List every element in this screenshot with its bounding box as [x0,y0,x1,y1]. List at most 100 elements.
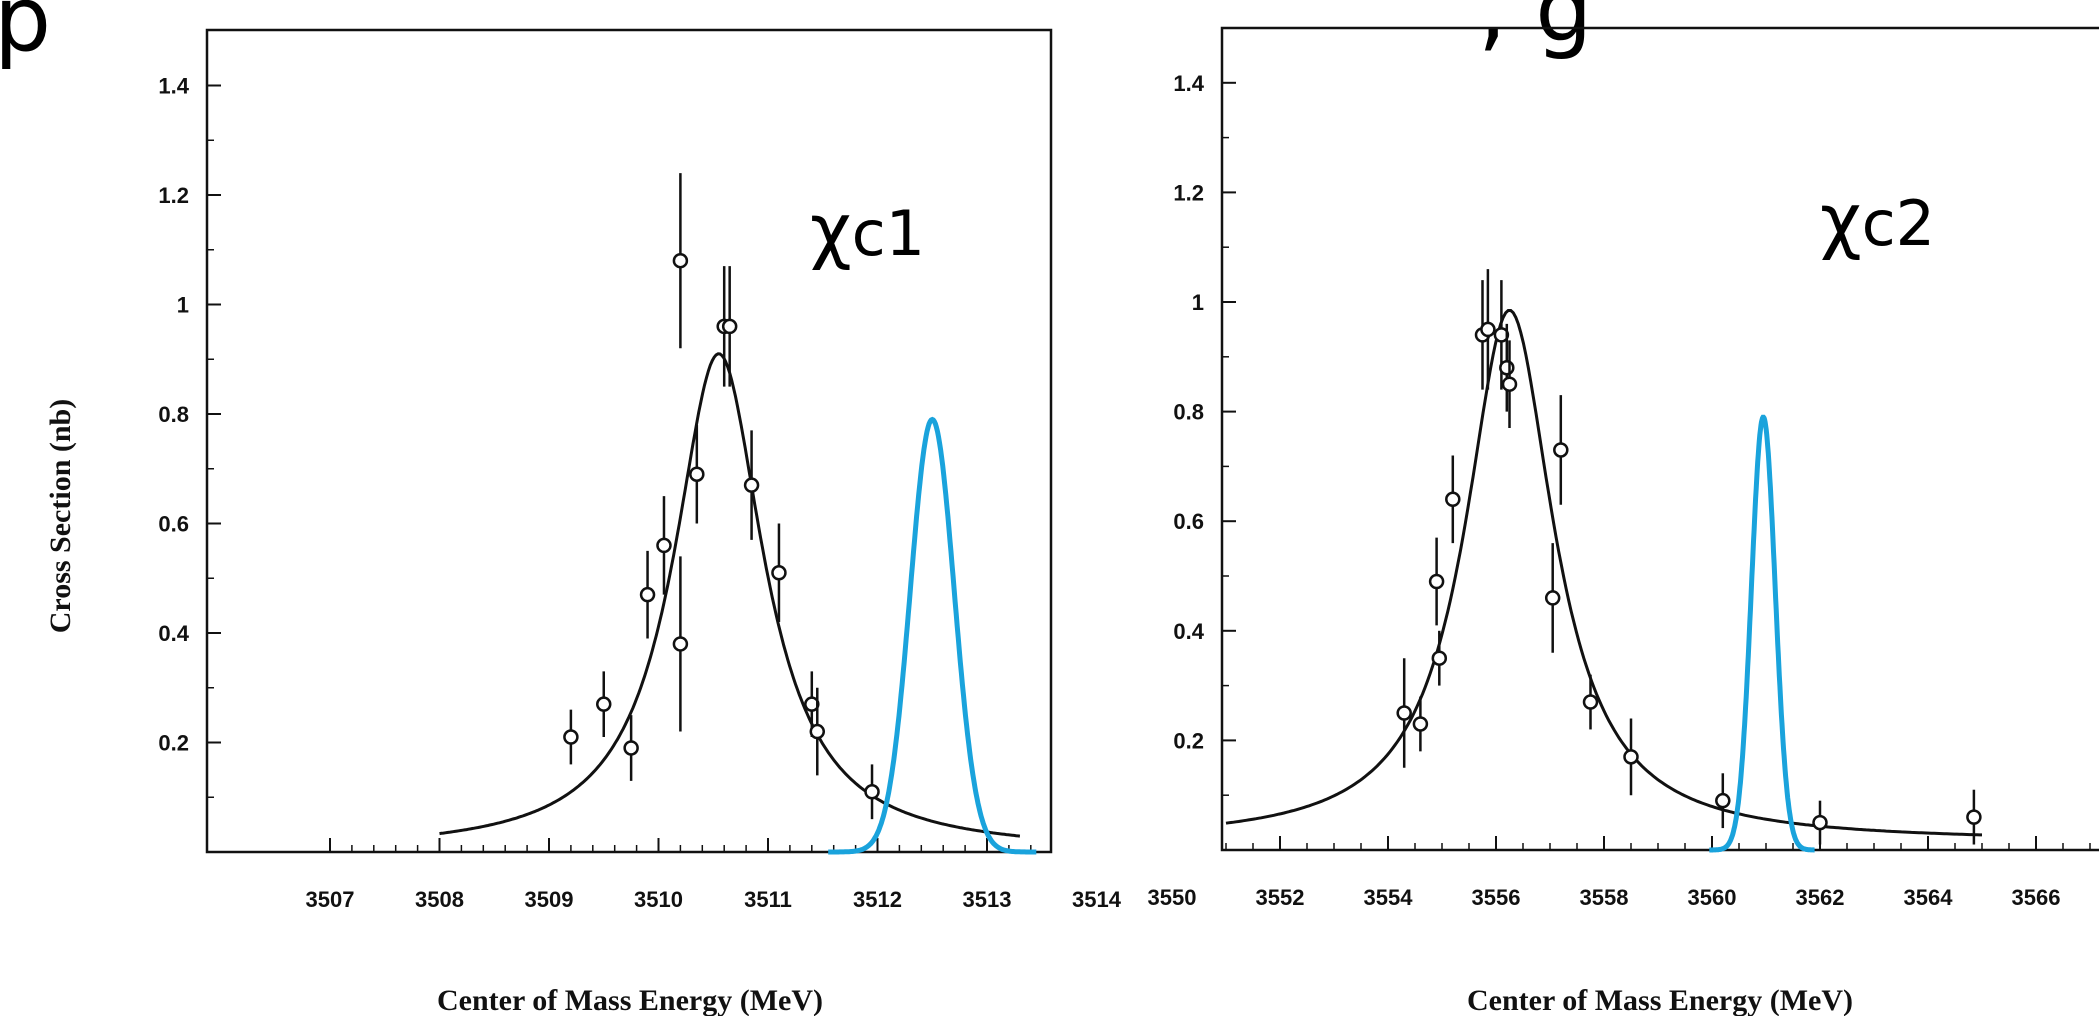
data-point [1396,658,1412,768]
x-tick-label: 3558 [1580,885,1629,910]
y-tick-label: 1 [1192,290,1204,315]
point-marker [1582,694,1599,710]
chi-subscript: c1 [852,197,926,270]
point-marker [1623,749,1639,765]
chart-panel-chic1: 0.2 0.4 0.6 0.8 1 1.2 1.4 3507 3508 3509 3510 3511… [44,28,1122,1016]
data-point [1412,696,1429,752]
peak-label-chic2: χc2 [1820,178,1935,262]
y-tick-label: 0.2 [1173,728,1204,753]
plot-frame [1220,26,2099,852]
data-point [672,556,689,732]
data-point [1623,718,1639,796]
y-tick-label: 0.2 [158,731,189,756]
data-points [1396,269,1982,845]
point-marker [1553,442,1569,458]
y-tick-label: 0.8 [158,402,189,427]
y-tick-label: 1.4 [158,74,189,99]
point-marker [672,636,689,652]
plot-frame [205,28,1053,854]
point-marker [672,252,689,269]
fit-curve [439,352,1021,838]
point-marker [721,318,738,335]
x-tick-label: 3564 [1904,885,1954,910]
data-point [1966,789,1982,845]
x-tick-label: 3509 [525,887,574,912]
header-fragment-right: , g [1478,0,1592,62]
fit-curve [1225,309,1982,837]
tick-marks [207,84,1032,852]
y-tick-label: 0.8 [1173,400,1204,425]
y-tick-labels: 0.2 0.4 0.6 0.8 1 1.2 1.4 [158,74,189,756]
point-marker [743,477,760,493]
point-marker [864,784,880,800]
y-tick-labels: 0.2 0.4 0.6 0.8 1 1.2 1.4 [1173,71,1204,754]
data-point [1715,773,1731,829]
y-tick-label: 0.4 [158,621,189,646]
data-point [1812,800,1828,845]
data-point [1428,537,1445,626]
point-marker [1812,814,1828,831]
header-fragment-left: p [0,0,51,72]
point-marker [563,729,579,745]
data-point [596,671,612,738]
x-tick-label: 3507 [306,887,355,912]
y-tick-label: 1 [177,293,189,318]
y-tick-label: 1.4 [1173,71,1204,96]
point-marker [1396,705,1412,721]
x-tick-label: 3510 [634,887,683,912]
point-marker [1715,792,1731,809]
data-point [809,687,826,776]
point-marker [1431,650,1448,666]
beam-profile-curve [1709,414,1815,853]
point-marker [639,586,656,603]
data-point [563,709,579,765]
data-point [656,496,672,595]
x-axis-label: Center of Mass Energy (MeV) [437,984,823,1016]
x-axis-label: Center of Mass Energy (MeV) [1467,984,1853,1016]
data-point [743,430,760,540]
point-marker [1412,716,1429,732]
point-marker [1499,360,1515,376]
point-marker [1445,491,1461,508]
y-tick-label: 1.2 [1173,180,1204,205]
x-tick-labels: 3507 3508 3509 3510 3511 3512 3513 3514 [306,887,1122,912]
point-marker [656,537,672,554]
data-point [1553,395,1569,505]
x-tick-label: 3566 [2012,885,2061,910]
data-points [563,173,880,820]
tick-marks [1222,81,2091,850]
x-tick-label: 3513 [963,887,1012,912]
chart-panel-chic2: 0.2 0.4 0.6 0.8 1 1.2 1.4 3550 3552 3554 3556 3558… [1148,26,2099,1016]
y-tick-label: 0.6 [158,512,189,537]
chi-symbol: χ [1820,178,1862,262]
point-marker [1966,809,1982,825]
data-point [721,266,738,387]
data-point [864,764,880,820]
x-tick-label: 3512 [853,887,902,912]
x-tick-label: 3562 [1796,885,1845,910]
data-point [1544,543,1561,653]
data-point [771,523,787,623]
chi-subscript: c2 [1862,187,1936,260]
x-tick-label: 3514 [1072,887,1122,912]
x-tick-label: 3552 [1256,885,1305,910]
x-tick-label: 3508 [415,887,464,912]
x-tick-label: 3550 [1148,885,1197,910]
x-tick-labels: 3550 3552 3554 3556 3558 3560 3562 3564 3566 [1148,885,2061,910]
y-tick-label: 0.4 [1173,619,1204,644]
y-tick-label: 1.2 [158,183,189,208]
data-point [672,173,689,349]
point-marker [771,565,787,581]
data-point [1582,674,1599,730]
data-point [1480,269,1496,390]
x-tick-label: 3511 [744,887,792,912]
data-point [1431,630,1448,686]
point-marker [596,696,612,712]
peak-label-chic1: χc1 [810,188,925,272]
x-tick-label: 3556 [1472,885,1521,910]
data-point [623,715,639,781]
y-axis-label: Cross Section (nb) [44,399,77,633]
point-marker [1480,321,1496,338]
point-marker [1501,376,1518,392]
